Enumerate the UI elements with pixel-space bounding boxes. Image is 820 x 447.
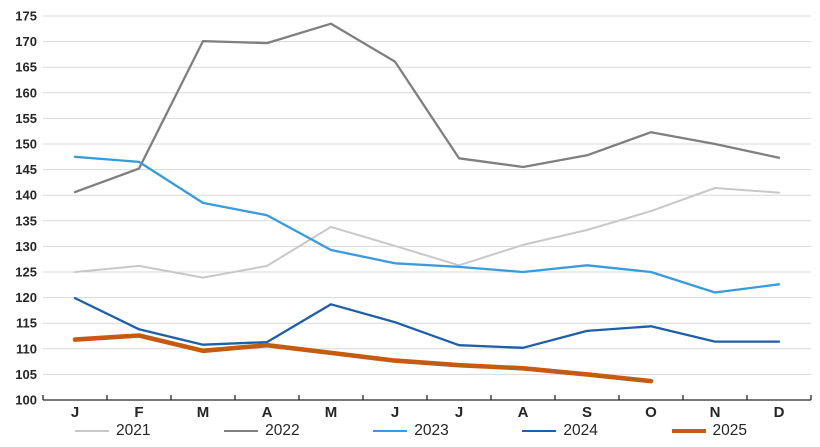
y-axis-tick-label: 165 xyxy=(15,60,37,75)
x-axis-tick-label: J xyxy=(455,404,463,421)
x-axis-tick-label: M xyxy=(197,404,210,421)
x-axis-tick-label: J xyxy=(391,404,399,421)
x-axis-tick-label: F xyxy=(134,404,143,421)
y-axis-tick-label: 115 xyxy=(16,316,37,331)
y-axis-tick-label: 135 xyxy=(15,213,37,228)
x-axis-tick-label: A xyxy=(518,404,529,421)
legend-item-2023: 2023 xyxy=(373,422,449,439)
series-line-2025 xyxy=(72,333,654,384)
y-axis-tick-label: 175 xyxy=(15,9,37,24)
legend-line-swatch-2025 xyxy=(671,428,706,433)
y-axis-tick-label: 125 xyxy=(15,265,37,280)
legend-line-swatch-2021 xyxy=(75,429,109,432)
legend-line-swatch-2023 xyxy=(373,429,408,432)
x-axis-tick-label: O xyxy=(645,404,657,421)
y-axis-tick-label: 145 xyxy=(15,162,37,177)
legend-item-2021: 2021 xyxy=(75,423,150,439)
x-axis-tick-label: M xyxy=(325,404,338,421)
legend-item-2024: 2024 xyxy=(522,422,598,439)
legend-label-2021: 2021 xyxy=(116,422,151,439)
legend-label-2024: 2024 xyxy=(563,422,598,439)
x-axis-tick-label: S xyxy=(582,404,592,421)
legend-label-2025: 2025 xyxy=(712,422,747,439)
legend-label-2023: 2023 xyxy=(414,422,449,439)
series-line-2023 xyxy=(73,155,781,294)
x-axis-tick-label: A xyxy=(262,404,273,421)
legend-line-swatch-2022 xyxy=(224,429,259,432)
y-axis-tick-label: 105 xyxy=(15,367,37,382)
series-line-2022 xyxy=(73,22,781,194)
y-axis-tick-label: 150 xyxy=(15,137,37,152)
y-axis-tick-label: 100 xyxy=(15,393,37,408)
series-line-2021 xyxy=(74,187,780,279)
legend-item-2025: 2025 xyxy=(671,422,747,439)
y-axis-tick-label: 160 xyxy=(15,85,37,100)
legend-label-2022: 2022 xyxy=(265,422,300,439)
chart-legend: 2021 2022 2023 2024 2025 xyxy=(75,423,747,439)
x-axis-tick-label: J xyxy=(71,404,79,421)
x-axis-tick-label: D xyxy=(774,404,785,421)
y-axis-tick-label: 155 xyxy=(15,111,37,126)
legend-line-swatch-2024 xyxy=(522,429,557,432)
series-line-2024 xyxy=(73,296,781,349)
y-axis-tick-label: 120 xyxy=(15,290,37,305)
x-axis-tick-label: N xyxy=(710,404,721,421)
y-axis-tick-label: 110 xyxy=(16,341,37,356)
y-axis-tick-label: 140 xyxy=(15,188,37,203)
y-axis-tick-label: 170 xyxy=(15,34,37,49)
legend-item-2022: 2022 xyxy=(224,422,300,439)
y-axis-tick-label: 130 xyxy=(15,239,37,254)
